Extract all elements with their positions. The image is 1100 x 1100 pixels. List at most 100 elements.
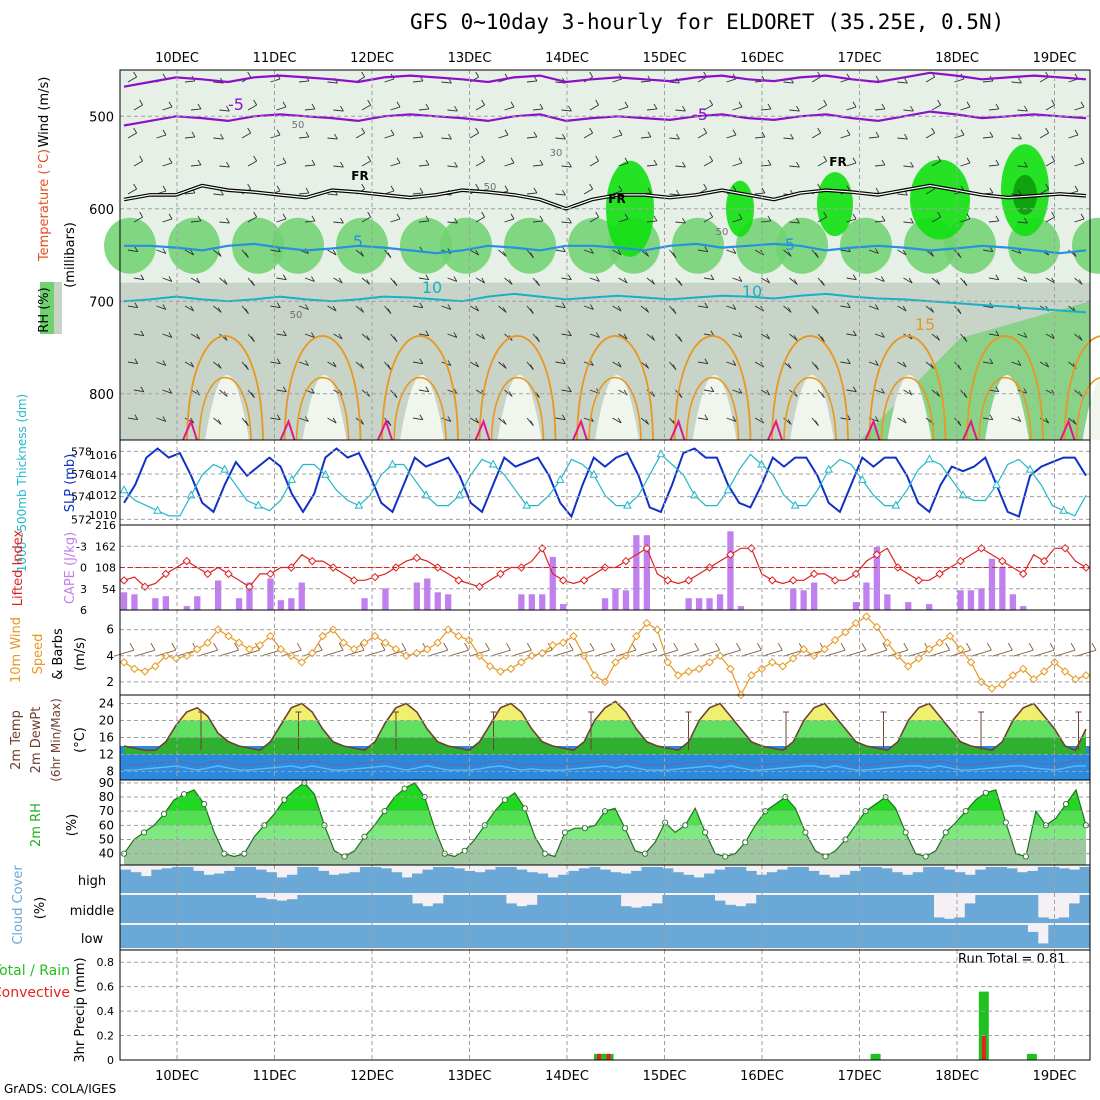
wind-barb-flag — [738, 276, 743, 282]
cloud-high-bar — [318, 870, 330, 893]
cape-bar — [194, 596, 201, 610]
wind-barb — [925, 132, 935, 139]
cloud-middle-bar — [516, 906, 528, 923]
surface-wind-barb-flag — [464, 642, 469, 651]
wind-barb — [1039, 188, 1049, 195]
wind-barb — [127, 361, 138, 365]
wind-barb — [555, 193, 566, 196]
slp-tick-label: 1012 — [89, 489, 117, 502]
wind-barb — [241, 132, 251, 139]
surface-wind-barb-flag — [1028, 642, 1034, 651]
cloud-middle-bar — [651, 903, 663, 923]
wind-axis-label-2: Speed — [31, 634, 46, 675]
wind-barb-flag — [393, 280, 398, 286]
cloud-high-bar — [724, 867, 736, 893]
cape-bar — [622, 590, 630, 610]
rh2m-point — [1022, 853, 1029, 860]
wind-barb-flag — [767, 215, 772, 222]
slp-tick-label: 1010 — [89, 509, 117, 522]
wind-barb-flag — [1018, 189, 1022, 196]
wind-barb — [213, 81, 224, 84]
surface-wind-barb-flag — [213, 642, 219, 651]
cloud-middle-bar — [933, 917, 945, 923]
cloud-low-bar — [339, 925, 350, 948]
wind-barb-flag — [1051, 99, 1056, 106]
wind-barb-flag — [1018, 133, 1022, 140]
isotherm-plus25 — [962, 418, 978, 441]
cloud-low-bar — [714, 925, 726, 948]
wind-barb-flag — [1023, 388, 1028, 394]
cloud-low-bar — [777, 925, 788, 948]
wind-barb-flag — [875, 416, 879, 422]
cloud-middle-bar — [182, 895, 194, 923]
wind-barb — [361, 160, 371, 167]
rh-high-cell — [817, 172, 853, 237]
wind-barb-flag — [168, 213, 173, 220]
temp-line — [123, 700, 1087, 752]
wind-speed-point — [203, 638, 212, 647]
isotherm-plus15 — [1063, 335, 1100, 441]
surface-wind-barb — [699, 649, 720, 657]
rh2m-point — [822, 853, 829, 860]
wind-barb-flag — [796, 105, 800, 112]
isotherm-minus10 — [123, 71, 1087, 88]
wind-barb — [783, 81, 794, 84]
wind-axis-label-3: & Barbs — [51, 628, 66, 680]
wind-barb — [447, 109, 458, 112]
cloud-low-bar — [443, 925, 455, 948]
wind-barb-flag — [738, 388, 743, 394]
wind-barb — [789, 277, 798, 285]
wind-barb — [697, 305, 708, 309]
cape-bar — [215, 580, 222, 610]
wind-speed-point — [307, 648, 317, 658]
surface-wind-barb — [929, 649, 950, 657]
wind-barb-flag — [645, 363, 650, 369]
wind-barb-flag — [425, 274, 430, 280]
wind-barb — [703, 160, 713, 167]
wind-barb — [270, 78, 281, 83]
wind-barb-flag — [561, 302, 566, 308]
cloud-high-bar — [1027, 870, 1039, 893]
wind-barb-flag — [766, 333, 771, 340]
wind-barb-flag — [846, 414, 851, 420]
wind-barb — [925, 188, 935, 195]
wind-barb — [640, 417, 649, 425]
cloud-high-bar — [172, 867, 184, 893]
wind-speed-point — [569, 631, 578, 641]
wind-barb-flag — [589, 183, 594, 190]
wind-speed-point — [485, 661, 495, 671]
wind-barb — [270, 305, 281, 309]
wind-barb-flag — [305, 360, 309, 366]
wind-barb-flag — [190, 249, 195, 256]
wind-barb — [447, 165, 458, 168]
surface-wind-barb-flag — [715, 642, 720, 651]
cloud-high-bar — [1048, 867, 1060, 893]
cloud-middle-bar — [370, 895, 382, 923]
wind-barb — [931, 389, 940, 397]
wind-speed-point — [1029, 675, 1038, 684]
cloud-high-bar — [777, 869, 788, 893]
wind-barb — [789, 221, 800, 224]
cloud-high-bar — [1017, 872, 1028, 893]
wind-barb — [960, 218, 971, 223]
wind-barb — [1074, 277, 1083, 285]
cape-bar — [800, 590, 807, 610]
wind-barb-flag — [510, 213, 515, 220]
wind-barb-flag — [761, 131, 766, 138]
wind-barb-flag — [338, 389, 343, 396]
wind-barb — [988, 277, 999, 281]
wind-barb-flag — [475, 249, 480, 256]
wind-barb — [589, 277, 600, 282]
wind-barb-flag — [133, 183, 138, 190]
cloud-low-bar — [881, 925, 893, 948]
cloud-low-bar — [516, 925, 528, 948]
wind-barb-flag — [366, 335, 371, 341]
thickness-point — [824, 464, 834, 473]
wind-barb — [868, 136, 879, 139]
wind-speed-point — [297, 658, 307, 667]
surface-wind-barb-flag — [380, 642, 386, 651]
wind-barb — [247, 216, 257, 223]
surface-wind-barb — [636, 649, 657, 657]
wind-barb-flag — [910, 217, 914, 224]
wind-barb-flag — [217, 419, 222, 425]
